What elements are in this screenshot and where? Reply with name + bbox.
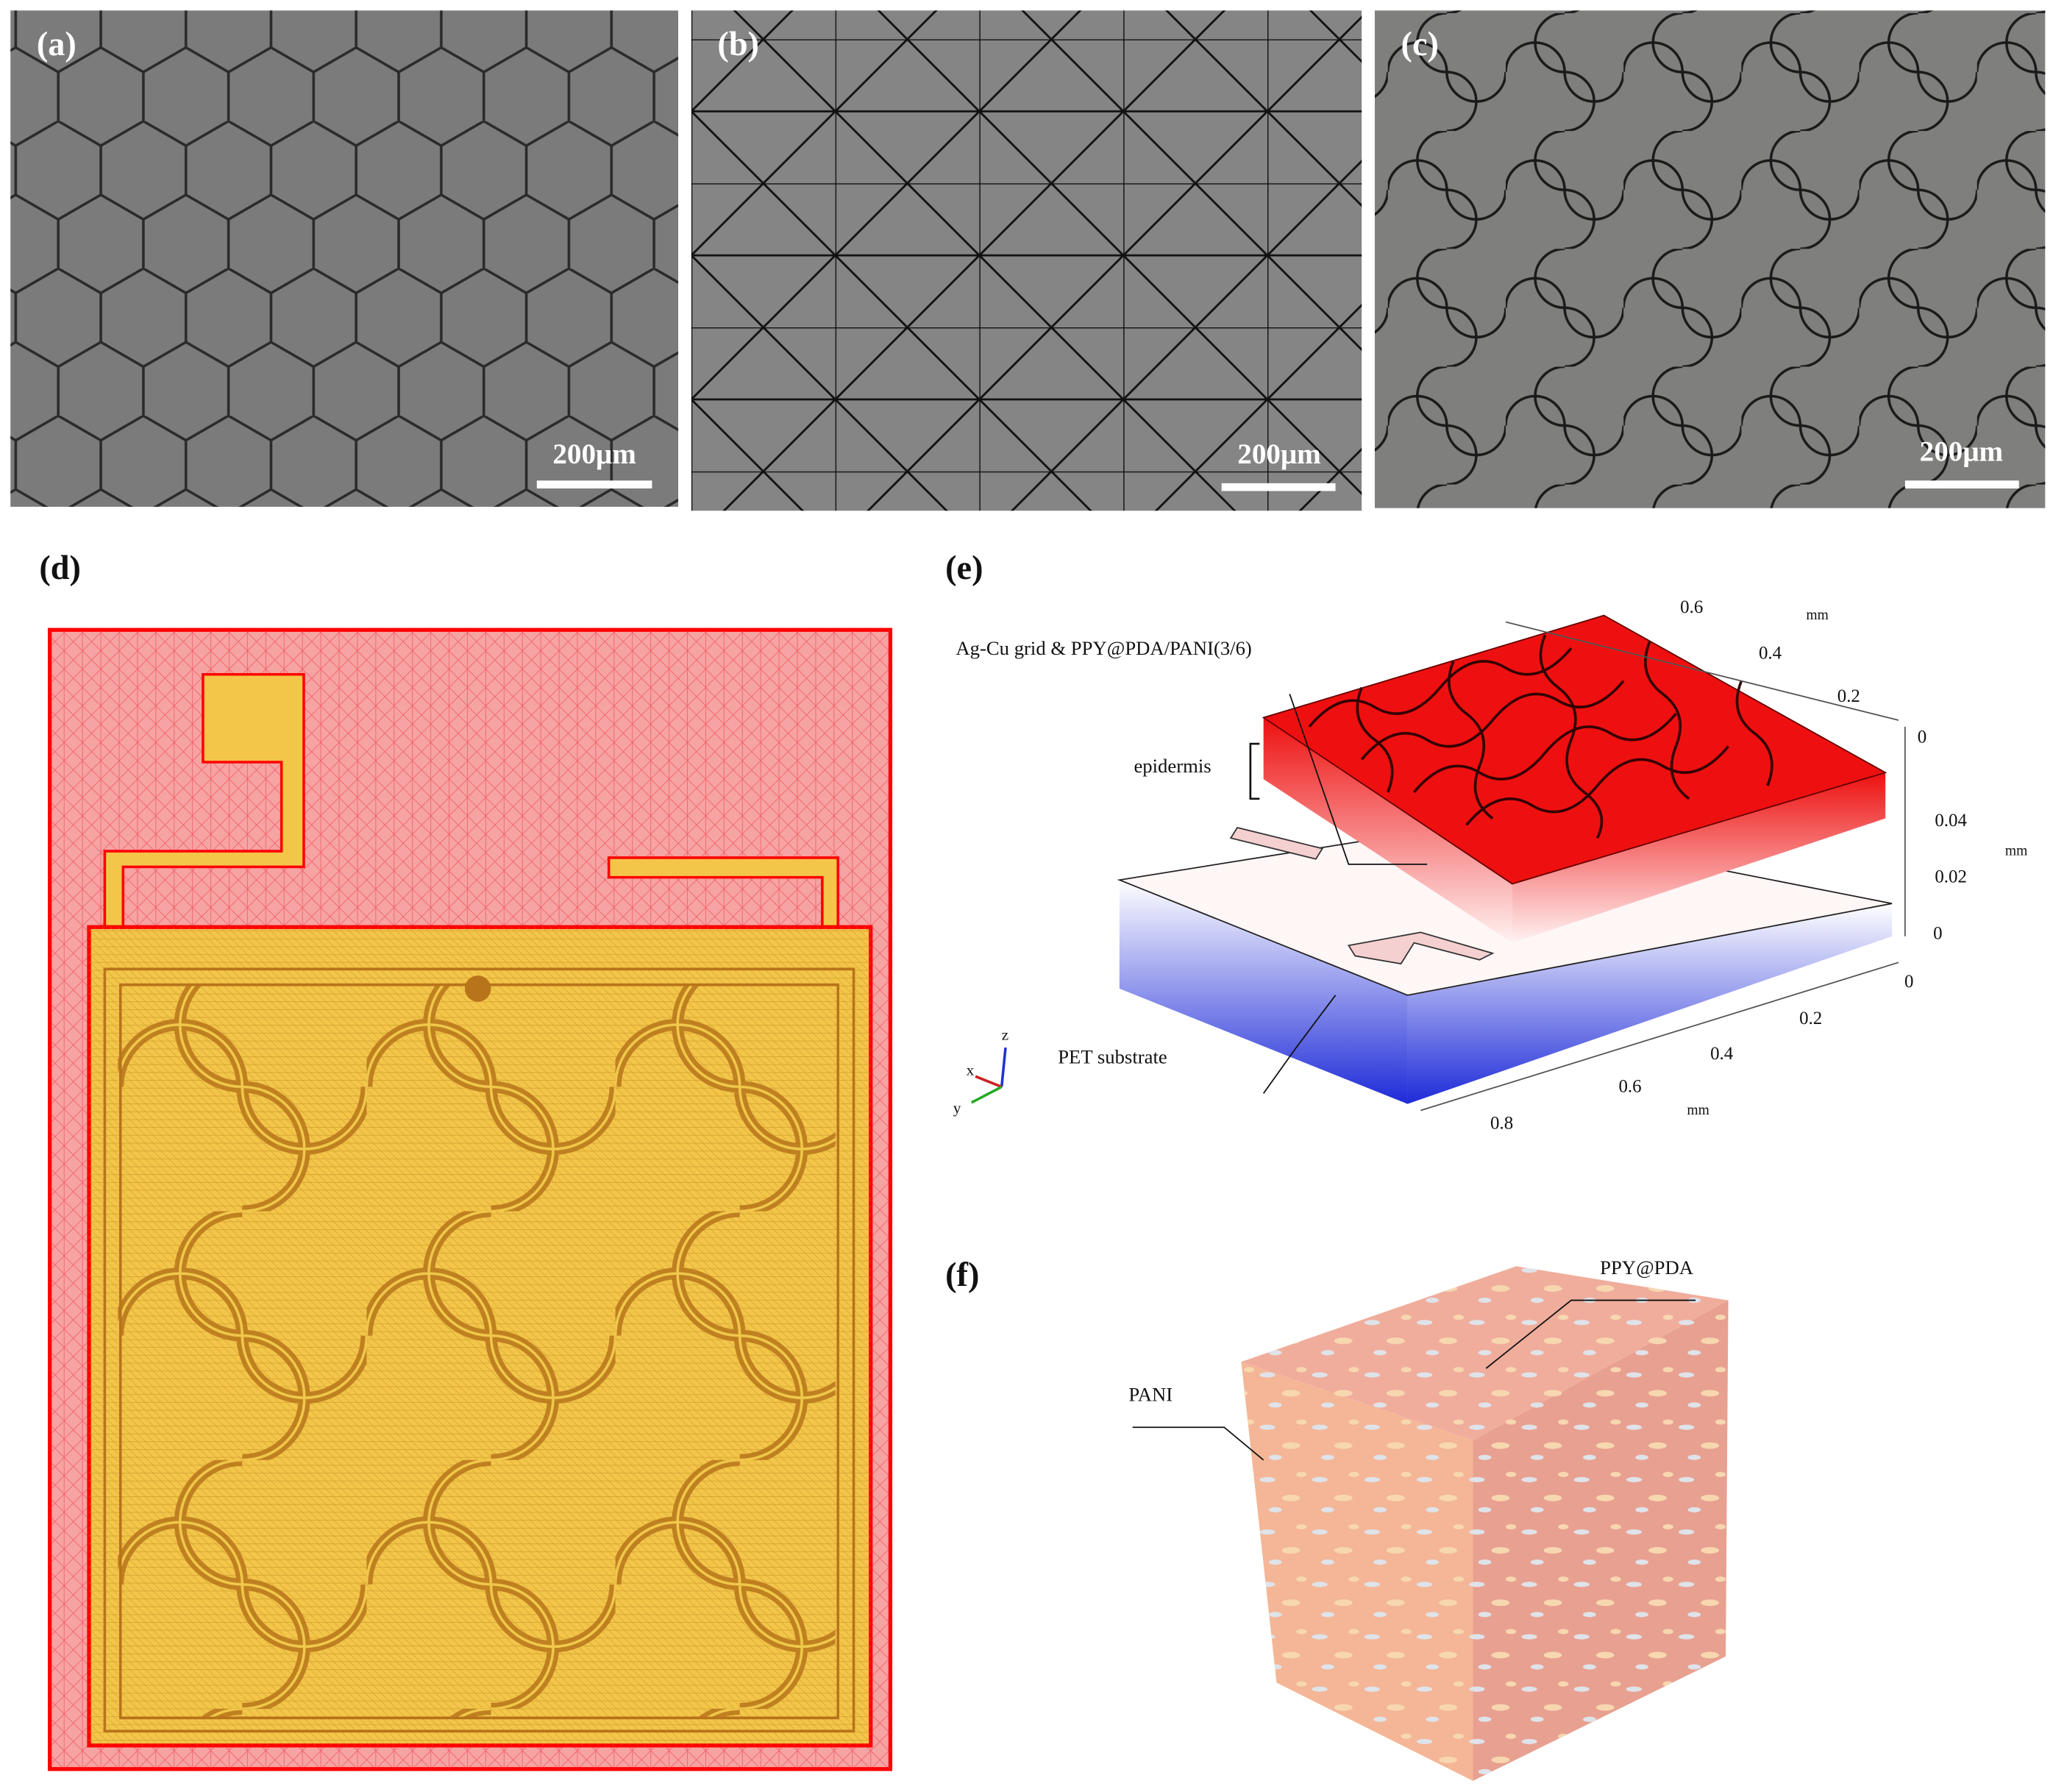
axis-y bbox=[1505, 621, 1899, 721]
unit-label: mm bbox=[1806, 608, 1828, 623]
tick-label: 0.04 bbox=[1935, 811, 1967, 831]
tick-label: 0.2 bbox=[1799, 1009, 1822, 1028]
leader-line bbox=[1485, 1299, 1696, 1369]
lead bbox=[1347, 931, 1495, 965]
epidermis-right-face bbox=[1512, 772, 1886, 943]
panel-label: (d) bbox=[39, 550, 81, 587]
panel-label: (c) bbox=[1401, 26, 1439, 63]
scale-bar-label: 200μm bbox=[1237, 438, 1321, 470]
tick-label: 0 bbox=[1904, 972, 1913, 992]
leader-line bbox=[1132, 1426, 1264, 1461]
annotation: PANI bbox=[1128, 1384, 1173, 1406]
epidermis-top-face bbox=[1262, 614, 1887, 885]
tick-label: 0.8 bbox=[1490, 1113, 1513, 1133]
triad-label: y bbox=[953, 1099, 961, 1117]
triad-z bbox=[1000, 1047, 1007, 1087]
annotation: PPY@PDA bbox=[1600, 1256, 1694, 1279]
annotation: Ag-Cu grid & PPY@PDA/PANI(3/6) bbox=[956, 637, 1251, 659]
scale-bar-label: 200μm bbox=[552, 438, 636, 470]
tick-label: 0 bbox=[1918, 727, 1926, 747]
epidermis-left-face bbox=[1263, 717, 1512, 943]
tick-label: 0.02 bbox=[1935, 867, 1967, 887]
tick-label: 0.4 bbox=[1710, 1044, 1734, 1064]
triad-label: x bbox=[967, 1061, 975, 1078]
annotation: PET substrate bbox=[1058, 1045, 1167, 1067]
pet-right-face bbox=[1407, 903, 1893, 1104]
triad-label: z bbox=[1002, 1025, 1008, 1043]
lead bbox=[1229, 826, 1324, 860]
cube-texture bbox=[1241, 1266, 1729, 1781]
scale-bar-label: 200μm bbox=[1920, 436, 2004, 468]
mesh-node bbox=[464, 975, 491, 1002]
unit-label: mm bbox=[1687, 1103, 1709, 1118]
bracket bbox=[1249, 742, 1260, 800]
frame bbox=[103, 967, 855, 1732]
leader-line bbox=[1289, 694, 1428, 865]
triad-y bbox=[970, 1085, 1003, 1104]
tick-label: 0.6 bbox=[1618, 1077, 1641, 1097]
tick-label: 0.2 bbox=[1837, 686, 1860, 706]
panel-label: (a) bbox=[37, 26, 77, 63]
serpentine-grid bbox=[1308, 634, 1773, 839]
wave-grid bbox=[1374, 10, 2046, 508]
leader-line bbox=[1262, 995, 1337, 1094]
annotation: epidermis bbox=[1134, 755, 1211, 777]
pet-left-face bbox=[1119, 880, 1408, 1104]
tick-label: 0 bbox=[1933, 923, 1942, 943]
panel-label: (b) bbox=[717, 26, 759, 63]
unit-label: mm bbox=[2005, 843, 2027, 858]
square-grid bbox=[691, 10, 1362, 511]
axis-x bbox=[1420, 961, 1899, 1112]
serpentine-grid bbox=[118, 984, 836, 1718]
hex-grid bbox=[10, 10, 679, 507]
panel-label: (e) bbox=[945, 550, 983, 587]
panel-label: (f) bbox=[945, 1256, 979, 1294]
tick-label: 0.6 bbox=[1680, 597, 1703, 617]
tick-label: 0.4 bbox=[1759, 643, 1782, 663]
triad-x bbox=[975, 1075, 1003, 1089]
